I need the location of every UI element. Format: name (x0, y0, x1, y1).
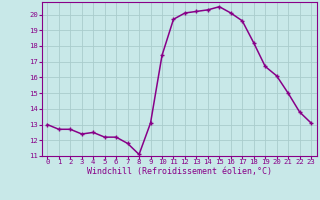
X-axis label: Windchill (Refroidissement éolien,°C): Windchill (Refroidissement éolien,°C) (87, 167, 272, 176)
